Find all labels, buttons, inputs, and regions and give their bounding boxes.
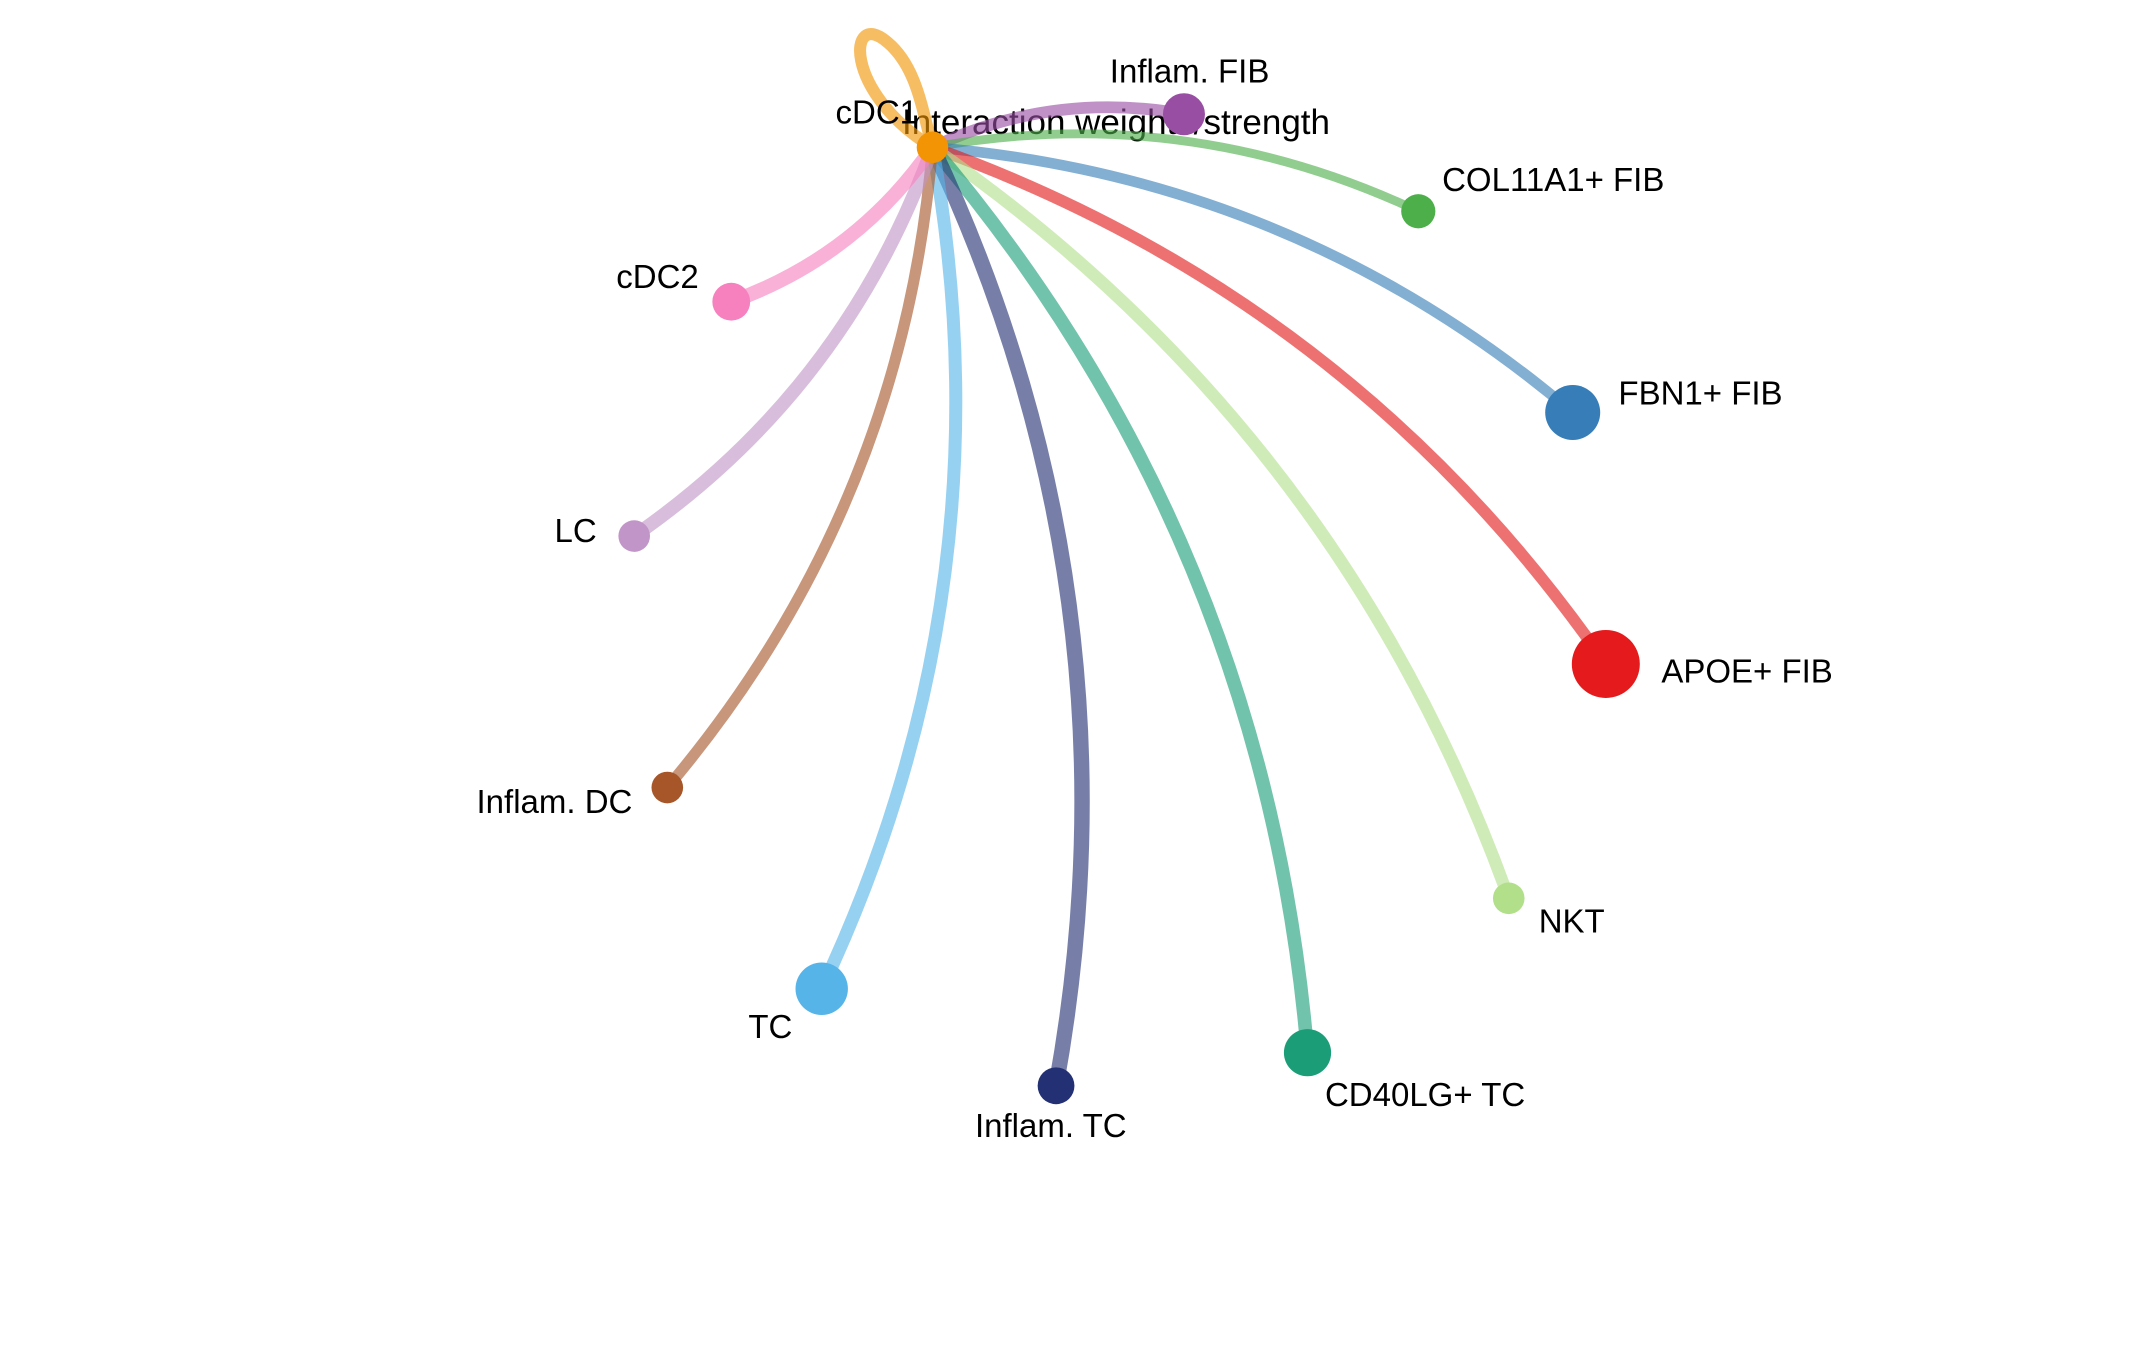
edge-cdc1-to-lc: [627, 140, 940, 543]
node-label-nkt: NKT: [1539, 902, 1605, 939]
node-tc: [795, 962, 848, 1015]
node-nkt: [1492, 882, 1525, 915]
node-label-inflam-dc: Inflam. DC: [477, 783, 633, 820]
edge-cdc1-to-inflam-dc: [661, 141, 939, 794]
node-inflam-dc: [651, 771, 684, 804]
node-label-col11a1-fib: COL11A1+ FIB: [1442, 161, 1664, 198]
edge-cdc1-to-cdc2: [724, 140, 940, 309]
edges-layer: [627, 28, 1612, 1094]
node-cdc2: [712, 282, 751, 321]
nodes-layer: [618, 93, 1640, 1105]
labels-layer: cDC1 Inflam. FIB COL11A1+ FIB FBN1+ FIB APOE…: [477, 53, 1833, 1144]
node-fbn1-fib: [1545, 384, 1601, 440]
node-label-cd40lg-tc: CD40LG+ TC: [1325, 1076, 1525, 1113]
node-label-cdc2: cDC2: [616, 258, 699, 295]
node-cdc1: [916, 131, 949, 164]
node-label-apoe-fib: APOE+ FIB: [1661, 652, 1832, 689]
edge-cdc1-to-inflam-fib: [926, 101, 1190, 154]
node-cd40lg-tc: [1283, 1029, 1332, 1077]
node-lc: [618, 520, 650, 552]
node-inflam-tc: [1037, 1067, 1075, 1105]
edge-cdc1-to-apoe-fib: [926, 141, 1612, 670]
node-label-lc: LC: [555, 512, 597, 549]
node-label-inflam-tc: Inflam. TC: [975, 1107, 1127, 1144]
node-label-fbn1-fib: FBN1+ FIB: [1618, 375, 1782, 412]
node-label-cdc1: cDC1: [835, 93, 918, 130]
node-col11a1-fib: [1401, 194, 1436, 229]
node-label-tc: TC: [748, 1008, 792, 1045]
edge-cdc1-to-fbn1-fib: [927, 141, 1578, 418]
node-label-inflam-fib: Inflam. FIB: [1110, 53, 1270, 90]
edge-cdc1-to-inflam-tc: [924, 139, 1090, 1094]
node-inflam-fib: [1162, 93, 1205, 136]
edge-cdc1-to-tc: [815, 140, 963, 996]
edge-cdc1-to-nkt: [926, 141, 1515, 905]
edge-cdc1-to-cdc1: [854, 28, 939, 154]
edge-cdc1-to-cd40lg-tc: [925, 140, 1315, 1060]
node-apoe-fib: [1571, 629, 1640, 698]
edge-cdc1-to-col11a1-fib: [928, 129, 1423, 216]
